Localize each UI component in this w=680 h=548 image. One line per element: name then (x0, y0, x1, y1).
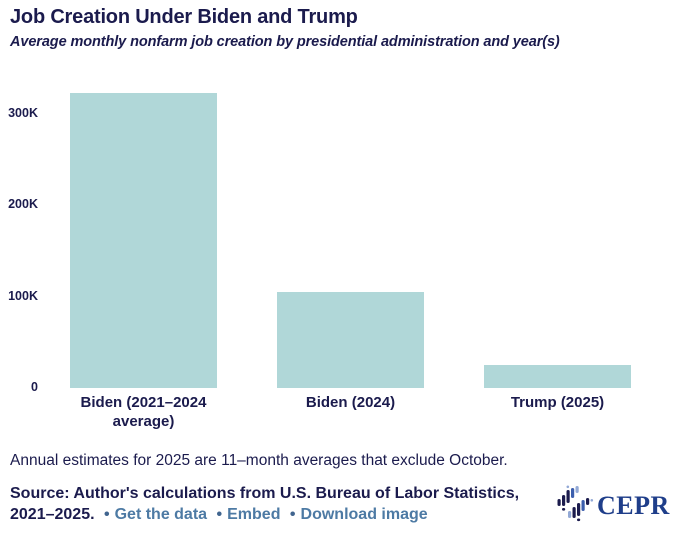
source-text-line2: 2021–2025. (10, 506, 95, 523)
separator-dot: • (289, 506, 296, 523)
bar-2 (277, 291, 424, 388)
cepr-logo-icon (557, 485, 594, 522)
y-axis-tick-label: 0 (31, 380, 38, 394)
chart-subtitle: Average monthly nonfarm job creation by … (10, 34, 560, 50)
link-download-image[interactable]: Download image (300, 506, 428, 523)
link-get-the-data[interactable]: Get the data (114, 506, 208, 523)
chart-title: Job Creation Under Biden and Trump (10, 6, 358, 28)
bar-1 (70, 93, 217, 388)
x-axis-label: Biden (2021–2024 average) (80, 394, 207, 430)
separator-dot: • (103, 506, 110, 523)
cepr-wordmark: CEPR (597, 491, 670, 520)
footnote: Annual estimates for 2025 are 11–month a… (10, 452, 508, 469)
source-text-line1: Source: Author's calculations from U.S. … (10, 485, 520, 502)
separator-dot: • (216, 506, 223, 523)
y-axis-tick-label: 300K (8, 105, 38, 120)
cepr-logo: CEPR (556, 484, 670, 526)
x-axis-label: Biden (2024) (305, 394, 396, 411)
x-axis-label: Trump (2025) (510, 394, 605, 411)
y-axis-tick-label: 200K (8, 197, 38, 212)
y-axis-tick-label: 100K (8, 288, 38, 303)
bar-3 (484, 365, 631, 388)
link-embed[interactable]: Embed (227, 506, 281, 523)
source-line: Source: Author's calculations from U.S. … (10, 483, 570, 525)
